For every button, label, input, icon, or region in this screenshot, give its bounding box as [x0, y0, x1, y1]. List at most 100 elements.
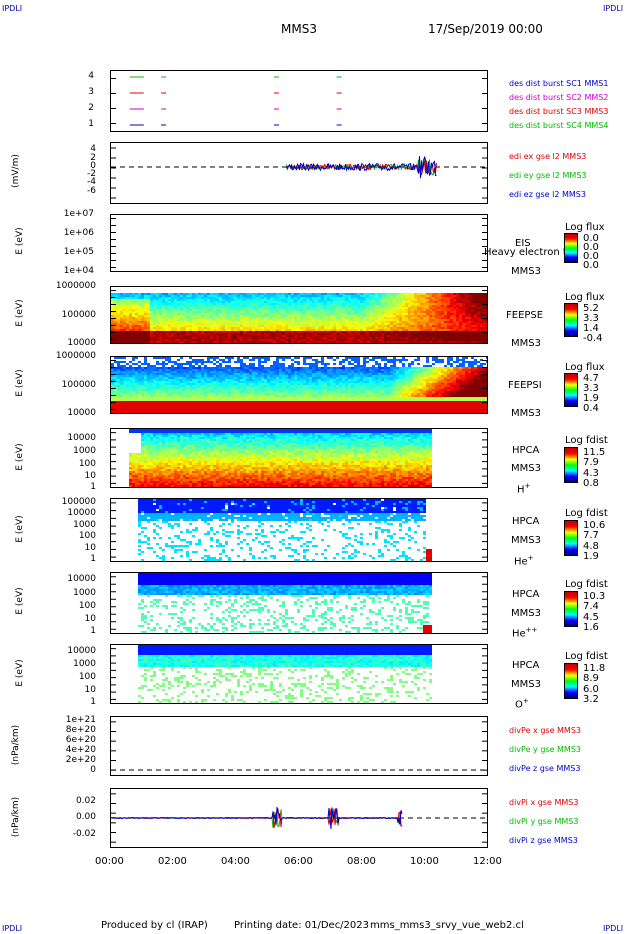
feepse-cell [312, 329, 315, 331]
feepse-cell [378, 333, 381, 335]
feepse-cell [468, 339, 471, 341]
feepse-cell [342, 305, 345, 307]
feepse-cell [333, 337, 336, 339]
feepsi-cell [270, 399, 273, 401]
feepsi-cell [297, 399, 300, 401]
feepse-cell [414, 311, 417, 313]
feepsi-cell [252, 375, 255, 377]
feepsi-cell [228, 377, 231, 379]
feepse-cell [171, 305, 174, 307]
feepse-cell [390, 339, 393, 341]
feepse-cell [300, 309, 303, 311]
feepsi-cell [258, 375, 261, 377]
feepsi-cell [294, 375, 297, 377]
feepse-cell [291, 335, 294, 337]
feepsi-cell [189, 367, 192, 369]
feepse-cell [438, 293, 441, 295]
feepse-cell [153, 329, 156, 331]
feepse-cell [360, 337, 363, 339]
feepse-cell [453, 301, 456, 303]
feepse-cell [120, 339, 123, 341]
feepse-cell [186, 299, 189, 301]
feepse-cell [240, 331, 243, 333]
feepse-cell [471, 325, 474, 327]
feepse-cell [222, 341, 225, 343]
feepse-cell [177, 339, 180, 341]
feepse-cell [372, 311, 375, 313]
feepsi-cell [204, 405, 207, 407]
feepsi-cell [261, 395, 264, 397]
feepse-cell [294, 327, 297, 329]
feepsi-cell [225, 411, 228, 413]
feepse-cell [216, 325, 219, 327]
feepse-cell [354, 293, 357, 295]
feepse-cell [237, 297, 240, 299]
feepsi-cell [162, 407, 165, 409]
feepse-cell [207, 301, 210, 303]
feepse-cell [417, 319, 420, 321]
feepsi-cell [225, 389, 228, 391]
feepse-cell [162, 341, 165, 343]
feepse-cell [189, 331, 192, 333]
feepsi-cell [126, 377, 129, 379]
feepsi-cell [207, 401, 210, 403]
feepsi-cell [294, 369, 297, 371]
feepse-cell [462, 335, 465, 337]
feepsi-cell [264, 407, 267, 409]
feepsi-cell [258, 411, 261, 413]
feepse-cell [276, 311, 279, 313]
feepsi-cell [165, 363, 168, 365]
feepse-cell [318, 301, 321, 303]
feepsi-cell [189, 397, 192, 399]
feepse-cell [420, 319, 423, 321]
feepse-cell [363, 331, 366, 333]
feepse-cell [345, 315, 348, 317]
feepse-cell [330, 299, 333, 301]
feepse-cell [129, 295, 132, 297]
corner-label-bottom-right: IPDLI [603, 924, 624, 933]
feepsi-cell [228, 367, 231, 369]
feepsi-cell [204, 389, 207, 391]
feepse-cell [330, 293, 333, 295]
feepse-cell [180, 331, 183, 333]
feepse-cell [192, 323, 195, 325]
feepse-cell [291, 339, 294, 341]
feepsi-cell [231, 401, 234, 403]
feepse-cell [222, 321, 225, 323]
feepsi-cell [279, 365, 282, 367]
feepse-cell [168, 307, 171, 309]
feepse-cell [132, 335, 135, 337]
feepsi-cell [123, 391, 126, 393]
feepse-cell [438, 299, 441, 301]
feepse-cell [261, 301, 264, 303]
feepse-cell [222, 333, 225, 335]
feepse-cell [204, 307, 207, 309]
feepse-cell [429, 339, 432, 341]
feepsi-cell [228, 375, 231, 377]
feepse-cell [465, 311, 468, 313]
feepse-cell [474, 331, 477, 333]
feepse-cell [279, 307, 282, 309]
feepse-cell [339, 333, 342, 335]
feepse-cell [363, 315, 366, 317]
feepse-cell [480, 309, 483, 311]
feepse-cell [384, 311, 387, 313]
feepse-cell [420, 335, 423, 337]
feepsi-cell [216, 393, 219, 395]
feepse-cell [384, 337, 387, 339]
feepse-cell [462, 321, 465, 323]
feepsi-cell [300, 375, 303, 377]
feepsi-cell [171, 385, 174, 387]
feepse-cell [285, 323, 288, 325]
feepse-cell [192, 339, 195, 341]
feepsi-cell [159, 369, 162, 371]
feepse-cell [399, 325, 402, 327]
feepsi-cell [186, 385, 189, 387]
feepsi-cell [165, 377, 168, 379]
feepsi-cell [189, 379, 192, 381]
feepse-cell [234, 339, 237, 341]
feepse-cell [369, 325, 372, 327]
feepsi-cell [252, 411, 255, 413]
feepse-cell [369, 317, 372, 319]
feepsi-cell [249, 411, 252, 413]
